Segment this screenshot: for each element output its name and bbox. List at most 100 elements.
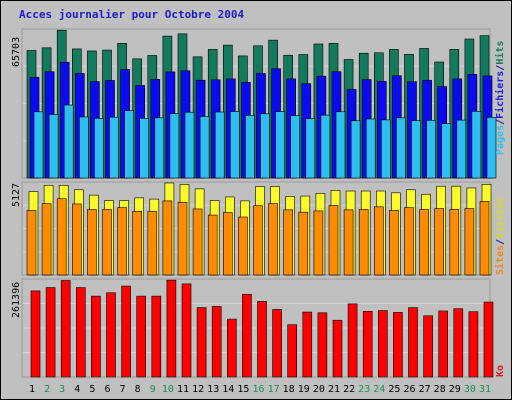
legend-pages: Pages [495, 124, 506, 155]
kb-panel-bar-ko-day-20 [317, 312, 328, 378]
kb-panel-bar-ko-day-22 [347, 303, 358, 378]
hits-panel-bar-pages-day-27 [426, 120, 436, 179]
visits-panel-bar-sites-day-3 [56, 198, 67, 276]
x-tick-label-day-22: 22 [343, 384, 355, 395]
visits-panel-bar-sites-day-31 [479, 201, 490, 276]
visits-panel-bar-sites-day-26 [404, 207, 414, 276]
x-tick-label-day-13: 13 [207, 384, 219, 395]
hits-panel-bar-pages-day-1 [33, 111, 44, 179]
visits-panel-bar-sites-day-14 [223, 212, 233, 276]
hits-panel-bar-pages-day-10 [169, 113, 180, 179]
x-tick-label-day-2: 2 [44, 384, 50, 395]
kb-panel-bar-ko-day-29 [453, 308, 464, 378]
x-tick-label-day-14: 14 [222, 384, 234, 395]
kb-panel-bar-ko-day-11 [181, 283, 192, 378]
x-tick-label-day-11: 11 [177, 384, 189, 395]
x-tick-label-day-9: 9 [150, 384, 156, 395]
visits-panel-bar-sites-day-18 [283, 209, 294, 276]
visits-panel-bar-sites-day-9 [147, 211, 158, 276]
kb-panel-bar-ko-day-6 [106, 292, 116, 378]
kb-panel-bar-ko-day-5 [91, 295, 101, 378]
hits-panel-bar-pages-day-2 [48, 114, 59, 179]
kb-panel-bar-ko-day-28 [438, 310, 449, 378]
visits-panel-bar-sites-day-25 [389, 210, 399, 276]
kb-panel-bar-ko-day-24 [377, 310, 388, 378]
x-tick-label-day-29: 29 [449, 384, 461, 395]
x-tick-label-day-17: 17 [268, 384, 280, 395]
kb-panel-bar-ko-day-26 [408, 307, 418, 378]
x-tick-label-day-12: 12 [192, 384, 204, 395]
kb-panel-bar-ko-day-2 [45, 287, 56, 378]
kb-panel-bar-ko-day-3 [60, 280, 71, 378]
kb-panel-bar-ko-day-23 [362, 311, 373, 378]
legend-sep: / [495, 238, 506, 245]
legend-visites: Visites [495, 196, 506, 239]
hits-panel-bar-pages-day-23 [365, 118, 376, 179]
hits-panel-bar-pages-day-29 [456, 119, 467, 179]
hits-panel-bar-pages-day-17 [275, 111, 285, 179]
x-tick-label-day-8: 8 [135, 384, 141, 395]
hits-panel-bar-pages-day-7 [124, 110, 134, 179]
visits-panel-bar-sites-day-15 [238, 216, 248, 276]
visits-panel-bar-sites-day-30 [464, 208, 475, 276]
hits-panel-bar-pages-day-14 [230, 111, 240, 179]
x-tick-label-day-23: 23 [358, 384, 370, 395]
visits-panel-bar-sites-day-7 [117, 207, 127, 276]
legend-hits: Hits [495, 40, 506, 65]
x-tick-label-day-26: 26 [403, 384, 415, 395]
hits-panel-bar-pages-day-18 [290, 115, 301, 179]
hits-panel-bar-pages-day-20 [320, 114, 331, 179]
x-tick-label-day-20: 20 [313, 384, 325, 395]
visits-panel-bar-sites-day-17 [268, 203, 278, 276]
x-tick-label-day-10: 10 [162, 384, 174, 395]
visits-panel-bar-sites-day-21 [328, 205, 339, 276]
hits-panel-bar-pages-day-31 [486, 117, 497, 179]
visits-panel-bar-sites-day-5 [87, 209, 97, 276]
visits-panel-bar-sites-day-2 [41, 203, 52, 276]
x-tick-label-day-1: 1 [29, 384, 35, 395]
x-tick-label-day-19: 19 [298, 384, 310, 395]
x-tick-label-day-15: 15 [237, 384, 249, 395]
kb-panel-bar-ko-day-9 [151, 295, 162, 378]
legend-ko: Ko [495, 364, 506, 377]
kb-panel-bar-ko-day-21 [332, 319, 343, 378]
hits-panel-bar-pages-day-24 [380, 119, 391, 179]
kb-panel-bar-ko-day-16 [257, 300, 267, 378]
x-tick-label-day-18: 18 [283, 384, 295, 395]
hits-panel-bar-pages-day-19 [305, 118, 316, 179]
visits-panel-max-label: 5127 [11, 182, 22, 207]
visits-panel-bar-sites-day-4 [72, 203, 82, 276]
x-tick-label-day-30: 30 [464, 384, 476, 395]
visits-panel-bar-sites-day-16 [253, 205, 263, 276]
hits-panel-bar-pages-day-6 [109, 116, 119, 179]
visits-panel-bar-sites-day-1 [26, 210, 37, 276]
kb-panel-bar-ko-day-19 [302, 311, 313, 378]
hits-panel-bar-pages-day-12 [199, 116, 210, 179]
hits-panel-bar-pages-day-26 [411, 120, 421, 179]
visits-panel-bar-sites-day-24 [373, 206, 384, 276]
hits-panel-bar-pages-day-30 [471, 111, 482, 179]
x-tick-label-day-4: 4 [74, 384, 80, 395]
hits-panel-bar-pages-day-9 [154, 117, 165, 179]
kb-panel-bar-ko-day-1 [30, 290, 41, 378]
visits-panel-bar-sites-day-13 [207, 214, 218, 276]
kb-panel-bar-ko-day-4 [76, 287, 86, 378]
hits-panel-bar-pages-day-4 [79, 116, 89, 179]
hits-panel-bar-pages-day-22 [350, 120, 361, 179]
chart-title: Acces journalier pour Octobre 2004 [19, 8, 245, 21]
hits-panel-bar-pages-day-28 [441, 123, 452, 179]
hits-panel-bar-pages-day-13 [214, 111, 225, 179]
legend-sep: / [495, 64, 506, 71]
visits-panel-bar-sites-day-20 [313, 210, 324, 276]
visits-panel-bar-sites-day-29 [449, 209, 460, 276]
kb-panel-bar-ko-day-31 [483, 301, 494, 378]
legend-sites: Sites [495, 244, 506, 275]
hits-panel-bar-pages-day-8 [139, 118, 149, 179]
visits-panel-bar-sites-day-12 [192, 208, 203, 276]
x-tick-label-day-27: 27 [419, 384, 431, 395]
kb-panel-bar-ko-day-25 [393, 312, 403, 378]
hits-panel-legend: Pages/Fichiers/Hits [495, 41, 506, 155]
visits-panel-bar-sites-day-27 [419, 209, 429, 276]
hits-panel-max-label: 65703 [11, 36, 22, 67]
